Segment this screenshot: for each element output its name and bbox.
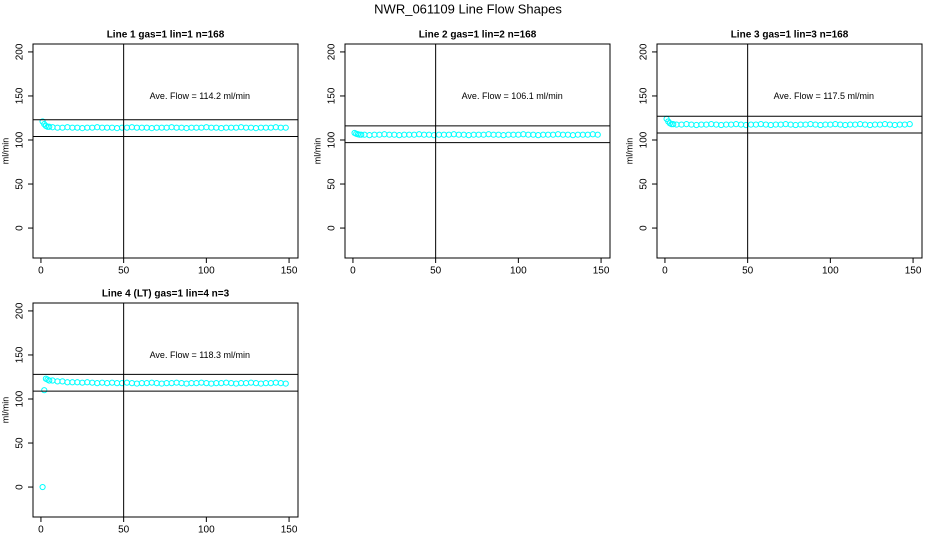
x-tick-label: 100 [198, 266, 215, 277]
point [906, 121, 913, 128]
point [39, 483, 46, 491]
y-tick-label: 50 [327, 178, 338, 190]
y-axis-label: ml/min [0, 138, 10, 165]
annotation: Ave. Flow = 117.5 ml/min [774, 91, 874, 101]
point [282, 124, 289, 131]
plot-frame [32, 302, 299, 518]
panel: Line 2 gas=1 lin=2 n=168 ml/min 0 50 100 150 0… [312, 30, 611, 277]
y-tick-label: 100 [639, 131, 650, 148]
y-tick-label: 100 [15, 390, 26, 407]
y-axis-label: ml/min [624, 138, 634, 165]
panel: Line 3 gas=1 lin=3 n=168 ml/min 0 50 100 150 0… [624, 30, 923, 277]
y-tick-label: 50 [15, 178, 26, 190]
x-tick-label: 0 [38, 525, 44, 536]
y-tick-label: 150 [327, 87, 338, 104]
x-tick-label: 50 [742, 266, 754, 277]
y-tick-label: 50 [15, 437, 26, 449]
plot-frame [32, 43, 299, 259]
point [594, 131, 601, 138]
x-tick-label: 100 [822, 266, 839, 277]
panel: Line 4 (LT) gas=1 lin=4 n=3 ml/min 0 50 100 1… [0, 289, 299, 536]
y-tick-label: 150 [15, 87, 26, 104]
y-tick-label: 0 [15, 225, 26, 231]
x-tick-label: 150 [593, 266, 610, 277]
x-tick-label: 100 [198, 525, 215, 536]
x-tick-label: 50 [430, 266, 442, 277]
y-tick-label: 200 [639, 43, 650, 60]
y-tick-label: 150 [639, 87, 650, 104]
plot-frame [656, 43, 923, 259]
y-axis-label: ml/min [0, 397, 10, 424]
x-tick-label: 0 [662, 266, 668, 277]
x-tick-label: 0 [350, 266, 356, 277]
annotation: Ave. Flow = 118.3 ml/min [150, 350, 250, 360]
y-axis-label: ml/min [312, 138, 322, 165]
panel-title: Line 2 gas=1 lin=2 n=168 [419, 30, 537, 41]
x-tick-label: 50 [118, 266, 130, 277]
point [46, 377, 53, 384]
x-tick-label: 150 [281, 525, 298, 536]
point [670, 121, 677, 128]
figure-title: NWR_061109 Line Flow Shapes [374, 1, 562, 16]
panel: Line 1 gas=1 lin=1 n=168 ml/min 0 50 100 150 0… [0, 30, 299, 277]
plot-frame [344, 43, 611, 259]
x-tick-label: 100 [510, 266, 527, 277]
y-tick-label: 100 [327, 131, 338, 148]
y-tick-label: 200 [15, 43, 26, 60]
point [41, 387, 48, 394]
x-tick-label: 0 [38, 266, 44, 277]
x-tick-label: 150 [905, 266, 922, 277]
y-tick-label: 0 [639, 225, 650, 231]
y-tick-label: 100 [15, 131, 26, 148]
y-tick-label: 150 [15, 346, 26, 363]
x-tick-label: 150 [281, 266, 298, 277]
y-tick-label: 50 [639, 178, 650, 190]
x-tick-label: 50 [118, 525, 130, 536]
point [282, 380, 289, 387]
annotation: Ave. Flow = 106.1 ml/min [462, 91, 563, 101]
y-tick-label: 200 [327, 43, 338, 60]
y-tick-label: 200 [15, 302, 26, 319]
annotation: Ave. Flow = 114.2 ml/min [150, 91, 250, 101]
panel-title: Line 4 (LT) gas=1 lin=4 n=3 [102, 289, 230, 300]
panel-title: Line 1 gas=1 lin=1 n=168 [107, 30, 225, 41]
point [358, 131, 365, 138]
y-tick-label: 0 [15, 484, 26, 490]
y-tick-label: 0 [327, 225, 338, 231]
panel-title: Line 3 gas=1 lin=3 n=168 [731, 30, 849, 41]
point [46, 123, 53, 130]
